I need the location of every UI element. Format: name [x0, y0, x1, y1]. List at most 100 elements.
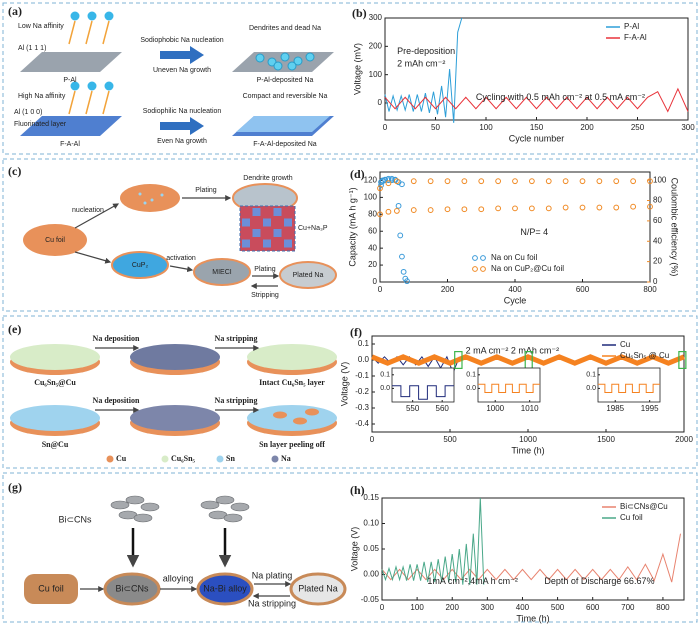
- data-point: [579, 204, 586, 211]
- schematic-label: F-A-Al-deposited Na: [253, 141, 317, 148]
- schematic-label: Intact Cu₆Sn₅ layer: [259, 378, 325, 387]
- panel-label: (d): [350, 167, 365, 181]
- y-axis-label: Voltage (V): [339, 362, 349, 407]
- cu-foil: [23, 224, 87, 256]
- data-point: [410, 178, 417, 185]
- schematic-label: Low Na affinity: [18, 23, 64, 30]
- inset-line: [392, 385, 454, 400]
- inset-x-tick-label: 1000: [486, 404, 504, 413]
- data-point: [461, 178, 468, 185]
- mieci-grain: [252, 208, 261, 216]
- y-tick-label: 0.10: [363, 519, 379, 528]
- schematic-label: Al (1 1 1): [18, 45, 46, 52]
- legend-marker: [480, 255, 486, 261]
- arrow: [68, 90, 76, 115]
- legend-label: Bi⊂CNs@Cu: [620, 502, 668, 511]
- na-atom: [87, 81, 97, 91]
- legend-marker: [472, 266, 478, 272]
- schematic-label: Sodiophilic Na nucleation: [143, 108, 222, 115]
- x-tick-label: 1000: [519, 435, 537, 444]
- inset-frame: [597, 367, 661, 403]
- data-point: [444, 178, 451, 185]
- legend-swatch: [216, 455, 224, 463]
- data-point: [393, 178, 400, 185]
- schematic-label: Uneven Na growth: [153, 67, 211, 74]
- na-atom: [70, 81, 80, 91]
- annotation: Depth of Discharge 66.67%: [544, 576, 654, 586]
- legend-marker: [480, 266, 486, 272]
- y2-tick-label: 40: [653, 236, 662, 245]
- x-axis-label: Time (h): [516, 613, 549, 623]
- x-tick-label: 800: [656, 603, 670, 612]
- y2-tick-label: 60: [653, 216, 662, 225]
- y-tick-label: 300: [369, 13, 383, 22]
- y2-tick-label: 0: [653, 277, 658, 286]
- data-point: [397, 232, 404, 239]
- annotation: Cycling with 0.5 mAh cm⁻² at 0.5 mA cm⁻²: [476, 92, 645, 102]
- legend-swatch: [106, 455, 114, 463]
- dendrite: [255, 53, 265, 63]
- data-point: [382, 177, 388, 184]
- carbon-tube: [200, 500, 220, 510]
- y-tick-label: -0.1: [355, 371, 369, 380]
- legend-label: Cu foil: [620, 513, 643, 522]
- data-point: [385, 180, 392, 187]
- legend-label: Cu: [620, 340, 630, 349]
- series-line: [371, 354, 685, 366]
- nucleus: [150, 198, 154, 202]
- legend-swatch: [161, 455, 169, 463]
- y-tick-label: 120: [364, 176, 378, 185]
- inset-x-tick-label: 1985: [606, 404, 624, 413]
- data-point: [528, 205, 535, 212]
- y-tick-label: 0.00: [363, 570, 379, 579]
- dendrite: [287, 61, 297, 71]
- data-point: [385, 177, 392, 184]
- mieci-grain: [284, 218, 292, 227]
- x-tick-label: 600: [586, 603, 600, 612]
- series-line: [381, 497, 485, 585]
- carbon-tube: [133, 513, 153, 523]
- y-tick-label: 40: [368, 243, 377, 252]
- schematic-label: Even Na growth: [157, 138, 207, 145]
- y-tick-label: -0.05: [361, 595, 380, 604]
- x-tick-label: 150: [530, 123, 544, 132]
- mieci-grain: [252, 229, 261, 237]
- disk-top: [10, 344, 100, 370]
- y2-tick-label: 100: [653, 175, 667, 184]
- legend-label: Cu₆Sn₅: [171, 454, 196, 463]
- carbon-tube: [215, 495, 235, 505]
- x-tick-label: 300: [481, 603, 495, 612]
- panel-label: (h): [350, 483, 365, 497]
- schematic-label: Al (1 0 0): [14, 109, 42, 116]
- schematic-label: MIECI: [212, 269, 232, 276]
- nucleus: [160, 193, 164, 197]
- disk-top: [130, 344, 220, 370]
- inset-y-tick-label: 0.1: [586, 372, 596, 379]
- arrow: [160, 46, 204, 64]
- mieci-grain: [263, 218, 271, 227]
- substrate: [20, 116, 122, 136]
- mieci-grain: [284, 239, 292, 248]
- legend-label: P-Al: [624, 22, 639, 31]
- bi-foil: [103, 572, 161, 606]
- x-axis-label: Cycle: [504, 295, 527, 305]
- schematic-label: Fluorinated layer: [14, 121, 67, 128]
- schematic-label: Plating: [195, 187, 217, 194]
- panel-frame: [2, 315, 698, 469]
- inset-x-tick-label: 1995: [641, 404, 659, 413]
- data-point: [404, 278, 410, 285]
- y-tick-label: 0.15: [363, 493, 379, 502]
- y-tick-label: 20: [368, 260, 377, 269]
- data-point: [377, 211, 383, 218]
- inset-y-tick-label: 0.0: [466, 385, 476, 392]
- nabi-foil: [196, 572, 254, 606]
- y-tick-label: 100: [364, 192, 378, 201]
- panel-label: (e): [8, 322, 21, 336]
- series-line: [384, 17, 463, 123]
- x-tick-label: 700: [621, 603, 635, 612]
- x-tick-label: 1500: [597, 435, 615, 444]
- mieci-grain: [263, 239, 271, 248]
- y-tick-label: -0.3: [355, 403, 369, 412]
- schematic-label: Plated Na: [298, 583, 338, 593]
